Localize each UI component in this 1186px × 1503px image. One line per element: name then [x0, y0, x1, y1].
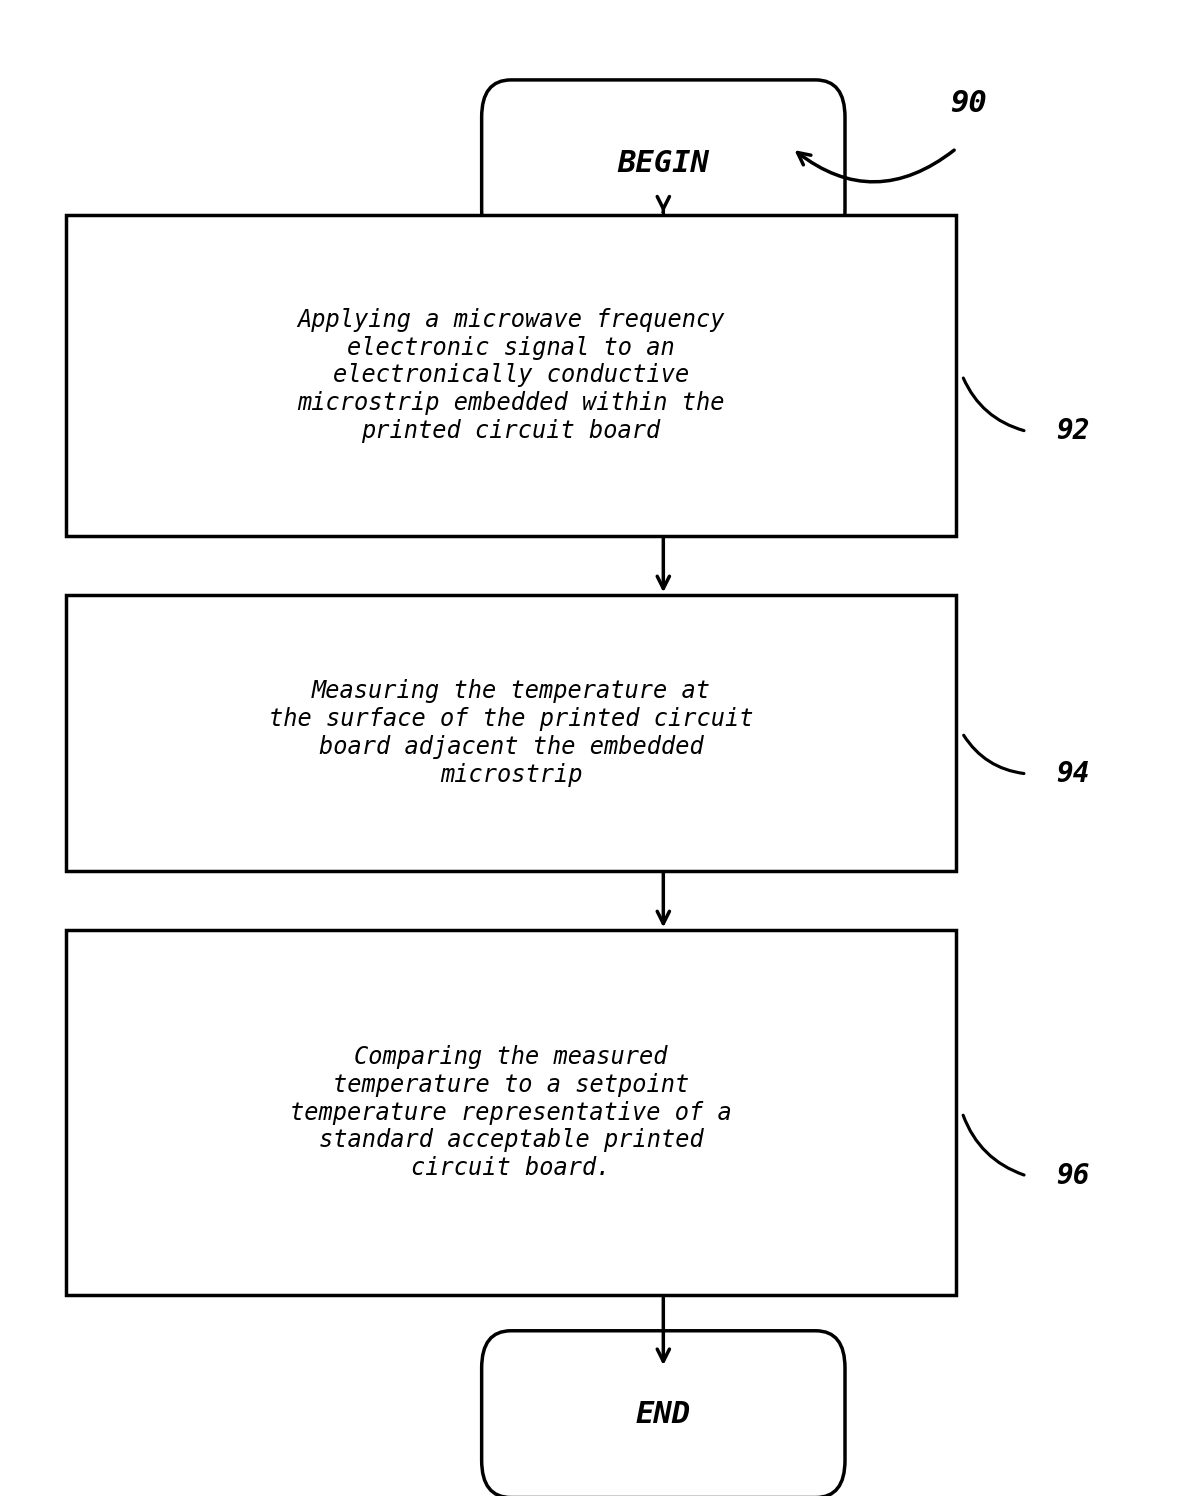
- Text: 94: 94: [1056, 761, 1090, 788]
- Text: Applying a microwave frequency
electronic signal to an
electronically conductive: Applying a microwave frequency electroni…: [298, 308, 725, 443]
- Text: Measuring the temperature at
the surface of the printed circuit
board adjacent t: Measuring the temperature at the surface…: [269, 679, 753, 786]
- Text: Comparing the measured
temperature to a setpoint
temperature representative of a: Comparing the measured temperature to a …: [291, 1045, 732, 1180]
- Text: 96: 96: [1056, 1162, 1090, 1190]
- FancyBboxPatch shape: [482, 80, 844, 246]
- Bar: [65, 215, 956, 535]
- Text: 92: 92: [1056, 418, 1090, 445]
- Text: 90: 90: [950, 89, 987, 119]
- FancyBboxPatch shape: [482, 1330, 844, 1497]
- Text: END: END: [636, 1399, 691, 1429]
- Bar: [65, 595, 956, 870]
- Bar: [65, 930, 956, 1296]
- Text: BEGIN: BEGIN: [618, 149, 709, 177]
